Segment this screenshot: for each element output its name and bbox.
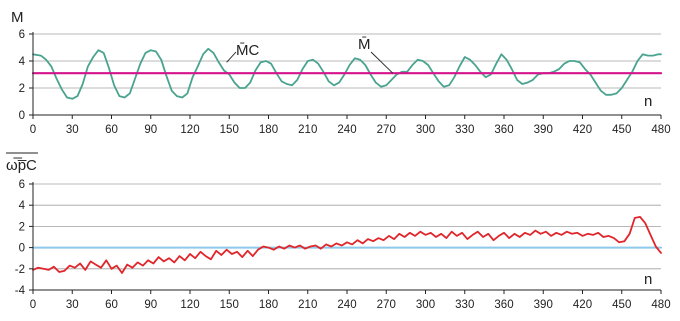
top-x-ticks: 0 30 60 90 120 150 180 210 240 270 300 330 360 390 420…	[30, 115, 671, 136]
top-annotations: M̄C M̄	[226, 36, 394, 74]
bottom-y-tick-label: -4	[15, 285, 26, 297]
bottom-x-ticks: 0 30 60 90 120 150 180 210 240 270 300 330 360 390 420…	[30, 290, 671, 311]
bottom-series-wp-line	[32, 215, 662, 274]
bottom-x-tick-label: 240	[337, 299, 356, 311]
bottom-x-axis-title: n	[644, 271, 652, 288]
top-y-tick-label: 0	[19, 110, 25, 122]
bottom-series-group	[32, 215, 662, 274]
top-x-tick-label: 150	[220, 124, 239, 136]
bottom-x-tick-label: 270	[377, 299, 396, 311]
bottom-y-axis-title: ω̅p̅C	[6, 152, 38, 174]
top-annotation-leader	[226, 51, 237, 63]
top-x-tick-label: 180	[259, 124, 278, 136]
bottom-x-tick-label: 180	[259, 299, 278, 311]
bottom-y-axis-title-text: ω̅p̅C	[6, 157, 37, 174]
top-x-tick-label: 360	[494, 124, 513, 136]
top-y-tick-label: 4	[19, 56, 26, 68]
bottom-y-tick-label: 6	[19, 179, 25, 191]
bottom-axes	[32, 182, 661, 291]
top-x-tick-label: 420	[573, 124, 592, 136]
top-gridlines	[33, 33, 661, 89]
bottom-x-tick-label: 0	[30, 299, 36, 311]
bottom-x-tick-label: 150	[220, 299, 239, 311]
bottom-x-tick-label: 210	[298, 299, 317, 311]
bottom-y-tick-label: 4	[19, 200, 26, 212]
top-x-axis-title: n	[644, 93, 652, 110]
bottom-x-tick-label: 60	[105, 299, 118, 311]
top-x-tick-label: 210	[298, 124, 317, 136]
bottom-x-tick-label: 390	[534, 299, 553, 311]
bottom-y-ticks: -4 -2 0 2 4 6	[15, 179, 33, 297]
top-x-tick-label: 390	[534, 124, 553, 136]
bottom-x-tick-label: 420	[573, 299, 592, 311]
bottom-x-tick-label: 450	[612, 299, 631, 311]
top-x-tick-label: 300	[416, 124, 435, 136]
top-y-ticks: 0 2 4 6	[19, 29, 33, 122]
top-annotation-mc-label: M̄C	[236, 42, 259, 59]
top-annotation-leader	[370, 51, 394, 74]
top-series-mc-line	[32, 47, 662, 100]
top-x-tick-label: 0	[30, 124, 36, 136]
top-x-tick-label: 330	[455, 124, 474, 136]
bottom-x-tick-label: 30	[66, 299, 79, 311]
bottom-x-tick-label: 120	[180, 299, 199, 311]
top-y-tick-label: 2	[19, 83, 25, 95]
top-annotation-m-label: M̄	[358, 36, 371, 53]
bottom-x-tick-label: 330	[455, 299, 474, 311]
bottom-chart: 0 30 60 90 120 150 180 210 240 270 300 330 360 390 420…	[6, 152, 671, 311]
bottom-gridlines	[33, 183, 661, 270]
bottom-x-tick-label: 300	[416, 299, 435, 311]
top-y-tick-label: 6	[19, 29, 25, 41]
top-x-tick-label: 480	[651, 124, 670, 136]
top-series-group	[31, 47, 663, 100]
bottom-x-tick-label: 480	[651, 299, 670, 311]
top-x-tick-label: 450	[612, 124, 631, 136]
bottom-x-tick-label: 360	[494, 299, 513, 311]
bottom-y-tick-label: 0	[19, 243, 25, 255]
top-chart: 0 30 60 90 120 150 180 210 240 270 300 330 360 390 420…	[11, 9, 671, 136]
top-x-tick-label: 240	[337, 124, 356, 136]
bottom-y-tick-label: 2	[19, 221, 25, 233]
top-x-tick-label: 60	[105, 124, 118, 136]
bottom-x-tick-label: 90	[144, 299, 157, 311]
top-x-tick-label: 90	[144, 124, 157, 136]
top-x-tick-label: 120	[180, 124, 199, 136]
top-x-tick-label: 30	[66, 124, 79, 136]
top-x-tick-label: 270	[377, 124, 396, 136]
top-y-axis-title: M	[11, 9, 24, 26]
bottom-y-tick-label: -2	[15, 264, 25, 276]
